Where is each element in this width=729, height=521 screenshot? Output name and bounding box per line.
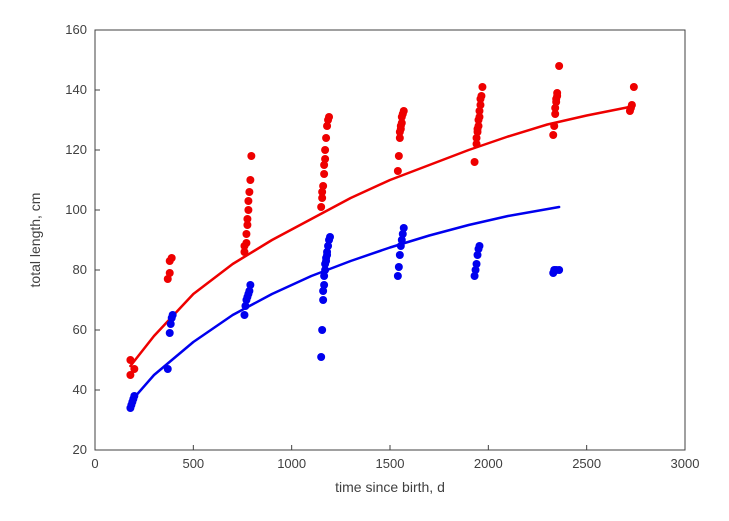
blue-data-point bbox=[555, 266, 563, 274]
red-data-point bbox=[394, 167, 402, 175]
y-tick-label: 100 bbox=[65, 202, 87, 217]
blue-data-point bbox=[473, 260, 481, 268]
x-tick-label: 2500 bbox=[572, 456, 601, 471]
red-data-point bbox=[322, 134, 330, 142]
blue-data-point bbox=[395, 263, 403, 271]
x-tick-label: 500 bbox=[182, 456, 204, 471]
red-data-point bbox=[321, 155, 329, 163]
blue-data-point bbox=[475, 242, 483, 250]
blue-data-point bbox=[400, 224, 408, 232]
red-data-point bbox=[471, 158, 479, 166]
red-data-point bbox=[400, 107, 408, 115]
blue-data-point bbox=[130, 392, 138, 400]
red-data-point bbox=[553, 89, 561, 97]
red-data-point bbox=[317, 203, 325, 211]
blue-data-point bbox=[164, 365, 172, 373]
blue-data-point bbox=[396, 251, 404, 259]
blue-data-point bbox=[166, 329, 174, 337]
y-tick-label: 40 bbox=[73, 382, 87, 397]
red-data-point bbox=[628, 101, 636, 109]
y-tick-label: 140 bbox=[65, 82, 87, 97]
blue-data-point bbox=[319, 296, 327, 304]
blue-data-point bbox=[394, 272, 402, 280]
blue-data-point bbox=[169, 311, 177, 319]
x-tick-label: 0 bbox=[91, 456, 98, 471]
y-tick-label: 20 bbox=[73, 442, 87, 457]
blue-data-point bbox=[246, 281, 254, 289]
blue-data-point bbox=[318, 326, 326, 334]
red-data-point bbox=[247, 152, 255, 160]
red-data-point bbox=[477, 92, 485, 100]
red-data-point bbox=[126, 356, 134, 364]
red-data-point bbox=[320, 170, 328, 178]
y-tick-label: 60 bbox=[73, 322, 87, 337]
x-axis-label: time since birth, d bbox=[335, 479, 445, 495]
red-data-point bbox=[242, 239, 250, 247]
red-data-point bbox=[550, 122, 558, 130]
red-data-point bbox=[555, 62, 563, 70]
red-data-point bbox=[325, 113, 333, 121]
blue-data-point bbox=[240, 311, 248, 319]
red-data-point bbox=[244, 197, 252, 205]
red-data-point bbox=[242, 230, 250, 238]
red-data-point bbox=[245, 188, 253, 196]
red-data-point bbox=[630, 83, 638, 91]
red-data-point bbox=[246, 176, 254, 184]
red-data-point bbox=[166, 269, 174, 277]
red-data-point bbox=[321, 146, 329, 154]
red-data-point bbox=[243, 215, 251, 223]
x-tick-label: 1000 bbox=[277, 456, 306, 471]
x-tick-label: 3000 bbox=[671, 456, 700, 471]
blue-data-point bbox=[317, 353, 325, 361]
red-data-point bbox=[478, 83, 486, 91]
red-data-point bbox=[549, 131, 557, 139]
y-tick-label: 120 bbox=[65, 142, 87, 157]
x-tick-label: 1500 bbox=[376, 456, 405, 471]
blue-data-point bbox=[320, 281, 328, 289]
red-data-point bbox=[395, 152, 403, 160]
y-axis-label: total length, cm bbox=[27, 193, 43, 288]
red-data-point bbox=[130, 365, 138, 373]
x-tick-label: 2000 bbox=[474, 456, 503, 471]
growth-chart: 0 500 1000 1500 2000 2500 3000 20 40 60 80 100 120 14… bbox=[0, 0, 729, 521]
y-tick-label: 160 bbox=[65, 22, 87, 37]
red-data-point bbox=[244, 206, 252, 214]
y-tick-label: 80 bbox=[73, 262, 87, 277]
blue-data-point bbox=[326, 233, 334, 241]
red-data-point bbox=[319, 182, 327, 190]
red-data-point bbox=[168, 254, 176, 262]
